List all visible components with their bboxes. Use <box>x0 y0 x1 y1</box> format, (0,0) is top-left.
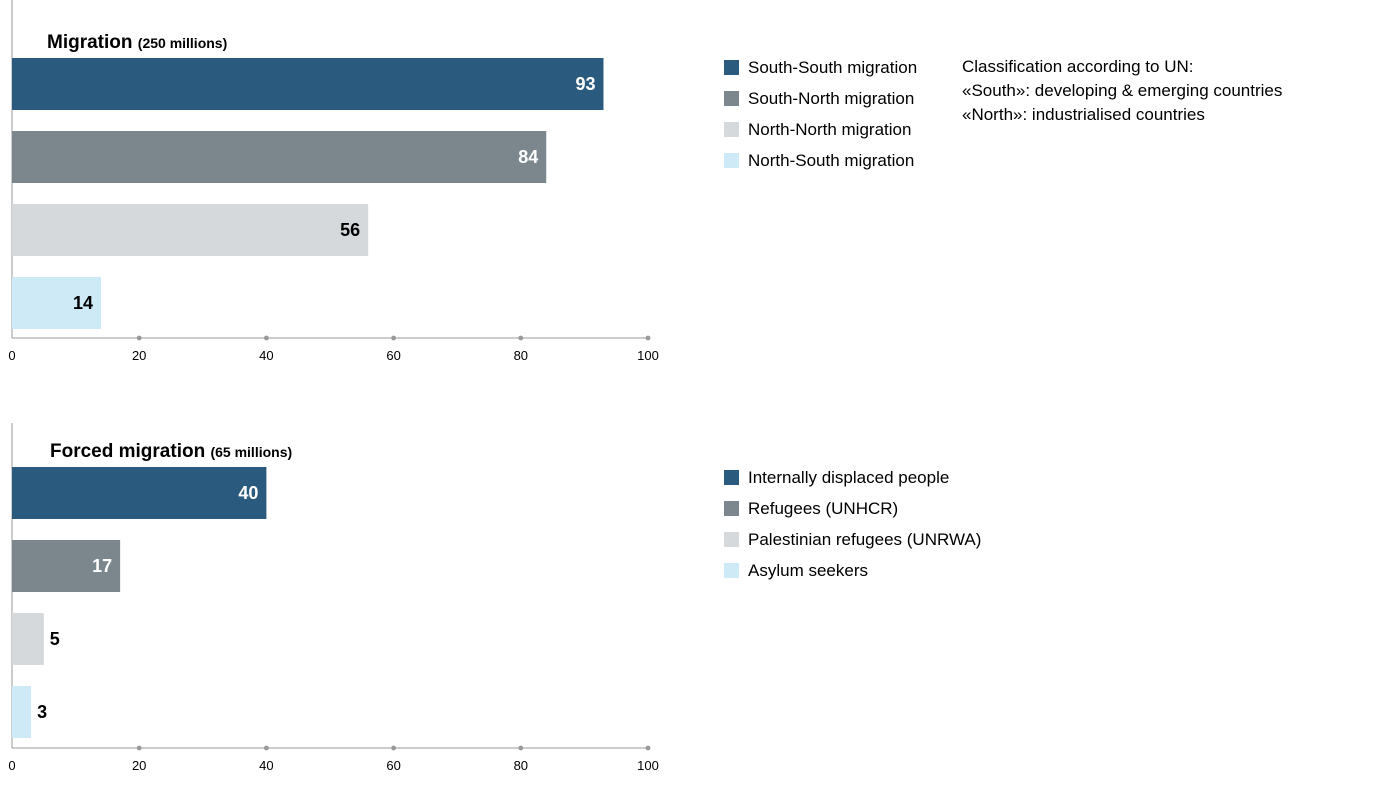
legend-item: North-North migration <box>724 114 917 145</box>
legend-swatch <box>724 532 739 547</box>
x-tick-mark <box>264 745 269 751</box>
bar-value-label: 14 <box>73 293 93 313</box>
x-tick-mark <box>518 335 524 341</box>
legend-label: Internally displaced people <box>748 467 950 487</box>
chart-title-main: Forced migration <box>50 441 206 462</box>
legend-item: Palestinian refugees (UNRWA) <box>724 524 981 555</box>
migration-legend: South-South migration South-North migrat… <box>724 52 917 176</box>
x-tick-mark <box>645 335 651 341</box>
x-tick-label: 0 <box>8 758 15 773</box>
forced-migration-chart: Forced migration (65 millions) 40 17 5 3 0 20… <box>0 410 700 790</box>
bar-value-label: 93 <box>575 74 595 94</box>
chart-title: Forced migration (65 millions) <box>50 441 292 463</box>
x-tick-label: 60 <box>386 758 400 773</box>
x-tick-label: 100 <box>637 758 659 773</box>
forced-migration-legend: Internally displaced people Refugees (UN… <box>724 462 981 586</box>
x-tick-mark <box>391 745 396 751</box>
legend-label: North-South migration <box>748 150 915 170</box>
x-tick-label: 0 <box>8 348 15 363</box>
x-tick-label: 40 <box>259 758 273 773</box>
bar-value-label: 3 <box>37 702 47 722</box>
x-tick-mark <box>136 335 142 341</box>
x-tick-label: 20 <box>132 758 146 773</box>
legend-label: Asylum seekers <box>748 560 868 580</box>
bar-value-label: 5 <box>50 629 60 649</box>
classification-note: Classification according to UN: «South»:… <box>962 55 1282 127</box>
forced-migration-chart-plot: 40 17 5 3 0 20 40 60 80 100 <box>8 423 659 773</box>
chart-title: Migration (250 millions) <box>47 32 227 54</box>
legend-swatch <box>724 60 739 75</box>
bar <box>12 131 547 183</box>
legend-swatch <box>724 122 739 137</box>
x-tick-mark <box>518 745 524 751</box>
legend-item: Asylum seekers <box>724 555 981 586</box>
legend-swatch <box>724 91 739 106</box>
x-tick-label: 60 <box>386 348 400 363</box>
note-line: «South»: developing & emerging countries <box>962 81 1283 100</box>
x-tick-label: 80 <box>514 348 528 363</box>
x-tick-mark <box>645 745 651 751</box>
x-tick-mark <box>391 335 396 341</box>
note-line: «North»: industrialised countries <box>962 105 1205 124</box>
migration-chart: Migration (250 millions) 93 84 56 14 0 20 40 60… <box>0 0 700 380</box>
bar <box>12 58 604 110</box>
legend-item: Internally displaced people <box>724 462 981 493</box>
legend-label: South-North migration <box>748 88 915 108</box>
migration-chart-plot: 93 84 56 14 0 20 40 60 80 100 <box>8 0 659 363</box>
chart-subtitle: (65 millions) <box>210 444 293 460</box>
legend-swatch <box>724 470 739 485</box>
x-tick-label: 40 <box>259 348 273 363</box>
legend-item: South-South migration <box>724 52 917 83</box>
legend-label: Palestinian refugees (UNRWA) <box>748 529 982 549</box>
legend-item: Refugees (UNHCR) <box>724 493 981 524</box>
bar <box>12 686 32 738</box>
bar <box>12 613 44 665</box>
legend-swatch <box>724 563 739 578</box>
x-tick-label: 100 <box>637 348 659 363</box>
bar <box>12 540 121 592</box>
legend-label: Refugees (UNHCR) <box>748 498 899 518</box>
chart-title-main: Migration <box>47 32 133 53</box>
x-tick-label: 80 <box>514 758 528 773</box>
legend-swatch <box>724 153 739 168</box>
legend-swatch <box>724 501 739 516</box>
x-tick-mark <box>136 745 142 751</box>
bar-value-label: 40 <box>238 483 258 503</box>
bar-value-label: 56 <box>340 220 360 240</box>
x-tick-label: 20 <box>132 348 146 363</box>
bar-value-label: 17 <box>92 556 112 576</box>
legend-item: South-North migration <box>724 83 917 114</box>
legend-label: South-South migration <box>748 57 918 77</box>
legend-label: North-North migration <box>748 119 912 139</box>
note-line: Classification according to UN: <box>962 57 1194 76</box>
x-tick-mark <box>264 335 269 341</box>
bar-value-label: 84 <box>518 147 538 167</box>
legend-item: North-South migration <box>724 145 917 176</box>
bar <box>12 467 267 519</box>
chart-subtitle: (250 millions) <box>137 35 228 51</box>
bar <box>12 204 369 256</box>
bar <box>12 277 102 329</box>
